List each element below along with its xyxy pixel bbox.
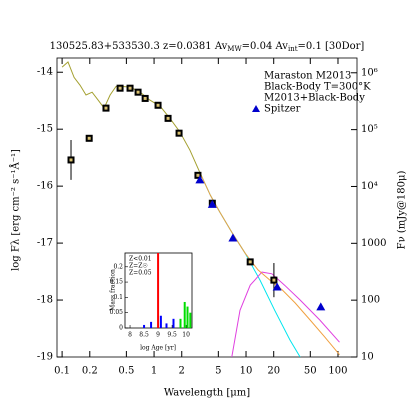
inset-x-tick-label: 8 [128, 332, 132, 339]
inset-y-title: Mass fraction [110, 269, 117, 311]
data-point-core [196, 173, 200, 177]
inset-y-tick-label: 0.1 [113, 294, 123, 301]
title-part: =0.04 Av [242, 41, 289, 52]
y-axis-title: log Fλ [erg cm⁻² s⁻¹Å⁻¹] [10, 149, 22, 271]
inset-y-tick-label: 0 [119, 325, 123, 332]
title-part: int [288, 45, 298, 53]
title-part: MW [227, 45, 242, 53]
data-point [195, 175, 205, 184]
x-tick-label: 0.5 [118, 366, 134, 377]
legend-label: Spitzer [264, 104, 301, 115]
plot-frame [56, 57, 358, 358]
title-part: 130525.83+533530.3 z=0.0381 Av [50, 41, 228, 52]
bar [165, 323, 168, 328]
y2-tick-label: 1000 [361, 238, 386, 249]
bar [143, 324, 146, 328]
y-tick-label: -17 [37, 238, 53, 249]
title-part: =0.1 [30Dor] [298, 41, 365, 52]
data-point-core [143, 96, 147, 100]
bar [183, 301, 186, 328]
series-layer [61, 61, 340, 357]
data-point [228, 233, 238, 242]
inset-y-tick-label: 0.2 [113, 263, 123, 270]
inset-x-tick-label: 10 [182, 332, 190, 339]
inset-background [118, 250, 194, 330]
data-point [272, 282, 282, 291]
inset-bars [143, 253, 192, 328]
x-tick-label: 20 [267, 366, 280, 377]
y-tick-label: -18 [37, 295, 53, 306]
inset-plot: 8 8.5 9 9.5 10 0 0.05 0.1 0.15 0.2 Z<0.01Z=Z☉Z=0.0… [110, 253, 192, 339]
y2-tick-label: 10 [361, 352, 374, 363]
y-tick-label: -19 [37, 352, 53, 363]
x-tick-label: 1 [151, 366, 157, 377]
data-point-core [166, 116, 170, 120]
data-point-core [104, 106, 108, 110]
inset-x-tick-label: 9 [156, 332, 160, 339]
data-point [316, 302, 326, 311]
x-tick-label: 0.1 [54, 366, 70, 377]
data-point-core [87, 136, 91, 140]
data-point-core [272, 278, 276, 282]
x-tick-label: 2 [179, 366, 185, 377]
inset-legend-label: Z=Z☉ [129, 263, 148, 270]
chart-title: 130525.83+533530.3 z=0.0381 AvMW=0.04 Av… [50, 41, 365, 54]
inset-x-tick-label: 9.5 [167, 332, 177, 339]
y2-axis-title: Fν (mJy@180μ) [397, 171, 408, 250]
inset-y-tick-label: 0.15 [110, 279, 124, 286]
main-plot: 0.1 0.2 0.5 1 2 5 10 20 50 100-14-15-16-17-18-191… [37, 58, 386, 377]
bar [159, 315, 162, 328]
bar [189, 312, 192, 328]
bar [186, 306, 189, 328]
bar [157, 253, 160, 328]
bar [179, 318, 182, 328]
y-tick-label: -14 [37, 67, 53, 78]
y2-tick-label: 10⁶ [361, 67, 378, 78]
series-line [61, 61, 201, 173]
y-tick-label: -15 [37, 124, 53, 135]
data-point-core [118, 86, 122, 90]
data-point-core [136, 90, 140, 94]
data-point-core [69, 158, 73, 162]
data-point-core [156, 103, 160, 107]
x-tick-label: 10 [240, 366, 253, 377]
legend-label: Maraston M2013 [264, 71, 351, 82]
data-point [207, 199, 217, 208]
x-tick-label: 0.2 [82, 366, 98, 377]
bar [172, 318, 175, 328]
data-point-core [177, 131, 181, 135]
inset-x-tick-label: 8.5 [139, 332, 149, 339]
y-tick-label: -16 [37, 181, 53, 192]
series-line [231, 271, 340, 357]
inset-x-title: log Age [yr] [140, 345, 176, 352]
inset-legend-label: Z<0.01 [129, 256, 152, 263]
y2-tick-label: 10⁵ [361, 124, 378, 135]
series-line [199, 171, 340, 356]
x-tick-label: 50 [304, 366, 317, 377]
y2-tick-label: 100 [361, 295, 380, 306]
legend-label: M2013+Black-Body [264, 93, 365, 104]
y2-tick-label: 10⁴ [361, 181, 378, 192]
x-tick-label: 100 [328, 366, 347, 377]
x-axis-title: Wavelength [μm] [164, 388, 250, 399]
legend-marker [252, 105, 260, 112]
inset-y-tick-label: 0.05 [110, 309, 124, 316]
bar [150, 321, 153, 328]
x-tick-label: 5 [215, 366, 221, 377]
data-point-core [128, 86, 132, 90]
data-point-core [248, 260, 252, 264]
inset-legend-label: Z=0.05 [129, 270, 152, 277]
legend-label: Black-Body T=300°K [264, 82, 371, 93]
